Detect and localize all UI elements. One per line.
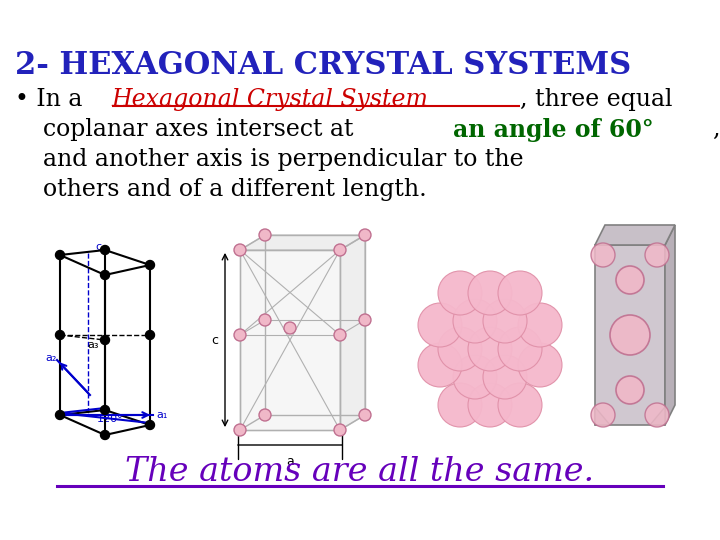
Circle shape xyxy=(616,376,644,404)
Text: a₁: a₁ xyxy=(156,410,167,420)
Text: ,: , xyxy=(712,118,719,141)
Circle shape xyxy=(468,383,512,427)
Polygon shape xyxy=(595,407,610,425)
Circle shape xyxy=(145,330,155,340)
Circle shape xyxy=(591,403,615,427)
Circle shape xyxy=(359,229,371,241)
Circle shape xyxy=(55,410,65,420)
Circle shape xyxy=(234,424,246,436)
Text: c: c xyxy=(96,241,102,252)
Circle shape xyxy=(259,409,271,421)
Text: a₃: a₃ xyxy=(87,340,99,350)
Circle shape xyxy=(418,303,462,347)
Circle shape xyxy=(359,409,371,421)
Circle shape xyxy=(101,430,109,440)
Circle shape xyxy=(55,251,65,260)
Polygon shape xyxy=(665,225,675,425)
Text: and another axis is perpendicular to the: and another axis is perpendicular to the xyxy=(42,148,523,171)
Circle shape xyxy=(498,271,542,315)
Circle shape xyxy=(498,383,542,427)
Polygon shape xyxy=(595,245,665,425)
Polygon shape xyxy=(340,235,365,430)
Circle shape xyxy=(145,421,155,429)
Circle shape xyxy=(483,299,527,343)
Circle shape xyxy=(645,403,669,427)
Circle shape xyxy=(101,271,109,280)
Circle shape xyxy=(334,424,346,436)
Circle shape xyxy=(145,260,155,269)
Text: an angle of 60°: an angle of 60° xyxy=(453,118,654,142)
Circle shape xyxy=(591,243,615,267)
Circle shape xyxy=(610,315,650,355)
Text: , three equal: , three equal xyxy=(521,88,673,111)
Circle shape xyxy=(616,266,644,294)
Circle shape xyxy=(518,303,562,347)
Text: • In a: • In a xyxy=(15,88,90,111)
Text: Hexagonal Crystal System: Hexagonal Crystal System xyxy=(112,88,428,111)
Circle shape xyxy=(645,243,669,267)
Circle shape xyxy=(234,244,246,256)
Circle shape xyxy=(259,229,271,241)
Circle shape xyxy=(483,355,527,399)
Text: The atoms are all the same.: The atoms are all the same. xyxy=(125,456,595,488)
Circle shape xyxy=(453,299,497,343)
Text: a₂: a₂ xyxy=(45,353,56,363)
Circle shape xyxy=(101,335,109,345)
Polygon shape xyxy=(650,407,665,425)
Circle shape xyxy=(453,355,497,399)
Circle shape xyxy=(498,327,542,371)
Polygon shape xyxy=(595,225,675,245)
Circle shape xyxy=(438,271,482,315)
Text: a: a xyxy=(286,455,294,468)
Circle shape xyxy=(438,383,482,427)
Circle shape xyxy=(418,343,462,387)
Circle shape xyxy=(234,329,246,341)
Circle shape xyxy=(468,327,512,371)
Polygon shape xyxy=(240,235,365,250)
Circle shape xyxy=(55,330,65,340)
Circle shape xyxy=(468,271,512,315)
Circle shape xyxy=(259,314,271,326)
Circle shape xyxy=(438,327,482,371)
Circle shape xyxy=(359,314,371,326)
Text: 120°: 120° xyxy=(97,414,124,424)
Circle shape xyxy=(518,343,562,387)
Polygon shape xyxy=(240,250,340,430)
Text: coplanar axes intersect at: coplanar axes intersect at xyxy=(42,118,361,141)
Text: 2- HEXAGONAL CRYSTAL SYSTEMS: 2- HEXAGONAL CRYSTAL SYSTEMS xyxy=(15,50,631,81)
Circle shape xyxy=(334,244,346,256)
Text: others and of a different length.: others and of a different length. xyxy=(42,178,426,201)
Text: c: c xyxy=(212,334,218,347)
Circle shape xyxy=(334,329,346,341)
Circle shape xyxy=(101,406,109,415)
Circle shape xyxy=(284,322,296,334)
Circle shape xyxy=(101,246,109,254)
